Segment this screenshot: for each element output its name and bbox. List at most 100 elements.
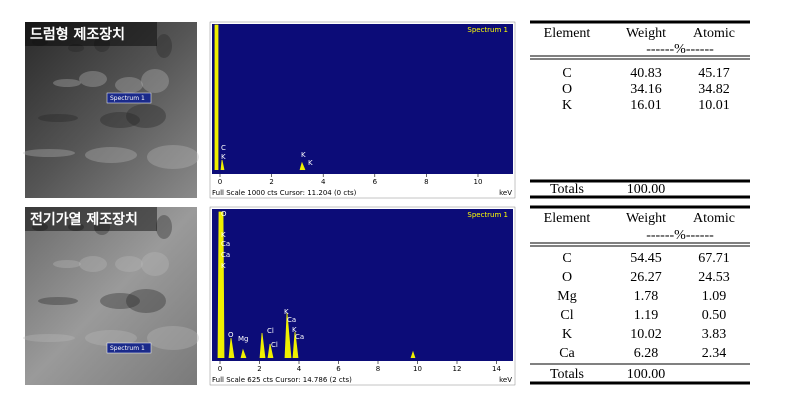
x-tick-label: 12 (453, 365, 462, 373)
table-cell: 0.50 (702, 308, 727, 323)
texture (147, 326, 199, 350)
texture (126, 104, 166, 128)
texture (94, 36, 110, 52)
table-cell: 16.01 (630, 98, 662, 113)
x-tick-label: 8 (424, 178, 428, 186)
table-cell: 10.02 (630, 327, 662, 342)
table-cell: Cl (560, 308, 573, 323)
texture (100, 293, 140, 309)
texture (115, 256, 143, 272)
x-tick-label: 4 (297, 365, 302, 373)
texture (53, 260, 81, 268)
texture (79, 71, 107, 87)
x-tick-label: 0 (218, 365, 222, 373)
peak-label: K (308, 159, 313, 167)
x-tick-label: 4 (321, 178, 326, 186)
totals-cell: 100.00 (627, 182, 666, 197)
table-cell: 40.83 (630, 66, 662, 81)
table-cell: 2.34 (702, 346, 727, 361)
spectrum-plot (212, 24, 513, 174)
peak-label: C (221, 144, 226, 152)
table-cell: 67.71 (698, 251, 730, 266)
texture (156, 215, 172, 239)
texture (23, 149, 75, 157)
texture (126, 289, 166, 313)
table-cell: 24.53 (698, 270, 730, 285)
table-cell: O (562, 82, 572, 97)
peak-label: Ca (221, 251, 230, 259)
column-header: Atomic (693, 26, 735, 41)
totals-cell: Totals (550, 367, 584, 382)
unit-row: ------%------ (646, 42, 714, 57)
texture (141, 252, 169, 276)
column-header: Atomic (693, 211, 735, 226)
peak-label: Cl (271, 341, 278, 349)
x-unit: keV (499, 189, 512, 197)
peak-label: K (221, 153, 226, 161)
label-bg (25, 22, 157, 46)
x-unit: keV (499, 376, 512, 384)
label-bg (25, 207, 157, 231)
x-tick-label: 0 (218, 178, 222, 186)
image-tag-box (106, 92, 152, 104)
column-header: Element (544, 26, 591, 41)
table-cell: 10.01 (698, 98, 730, 113)
table-cell: 34.16 (630, 82, 662, 97)
spectrum-peaks (214, 24, 306, 171)
texture (156, 34, 172, 58)
sem-image (25, 207, 197, 385)
texture (32, 223, 48, 231)
x-tick-label: 6 (373, 178, 378, 186)
table-cell: O (562, 270, 572, 285)
table-cell: 3.83 (702, 327, 727, 342)
texture (85, 147, 137, 163)
texture (94, 219, 110, 235)
image-tag-box (106, 342, 152, 354)
table-cell: C (562, 251, 571, 266)
texture (68, 223, 84, 231)
texture (68, 44, 84, 52)
panel-label: 전기가열 제조장치 (30, 211, 138, 228)
spectrum-footer: Full Scale 1000 cts Cursor: 11.204 (0 ct… (212, 189, 357, 197)
peak-label: K (292, 326, 297, 334)
peak-label: Mg (238, 335, 248, 343)
sem-image (25, 22, 197, 198)
peak-label: O (221, 210, 227, 218)
table-cell: K (562, 327, 572, 342)
table-cell: K (562, 98, 572, 113)
table-cell: C (562, 66, 571, 81)
table-cell: 1.09 (702, 289, 727, 304)
table-cell: 26.27 (630, 270, 662, 285)
peak-label: O (228, 331, 234, 339)
texture (85, 330, 137, 346)
x-tick-label: 6 (336, 365, 341, 373)
peak-label: K (301, 151, 306, 159)
texture (115, 77, 143, 93)
peak-label: Ca (295, 333, 304, 341)
column-header: Element (544, 211, 591, 226)
unit-row: ------%------ (646, 228, 714, 243)
x-tick-label: 14 (492, 365, 501, 373)
texture (141, 69, 169, 93)
x-tick-label: 2 (257, 365, 261, 373)
x-tick-label: 2 (269, 178, 273, 186)
spectrum-footer: Full Scale 625 cts Cursor: 14.786 (2 cts… (212, 376, 352, 384)
table-cell: Ca (559, 346, 575, 361)
texture (38, 114, 78, 122)
peak-label: K (221, 262, 226, 270)
table-cell: 1.78 (634, 289, 659, 304)
table-cell: 34.82 (698, 82, 730, 97)
column-header: Weight (626, 26, 666, 41)
texture (53, 79, 81, 87)
texture (38, 297, 78, 305)
texture (147, 145, 199, 169)
texture (79, 256, 107, 272)
table-cell: 54.45 (630, 251, 662, 266)
peak-label: Cl (267, 327, 274, 335)
spectrum-title: Spectrum 1 (467, 26, 508, 34)
texture (23, 334, 75, 342)
x-tick-label: 10 (474, 178, 483, 186)
column-header: Weight (626, 211, 666, 226)
spectrum-title: Spectrum 1 (467, 211, 508, 219)
